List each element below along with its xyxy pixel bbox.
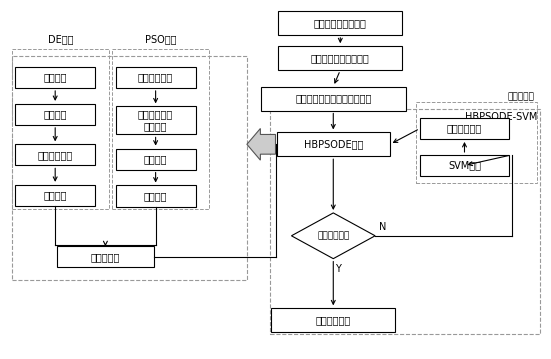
- FancyBboxPatch shape: [116, 186, 196, 206]
- Text: HBPSODE算法: HBPSODE算法: [304, 139, 363, 149]
- Text: DE算法: DE算法: [48, 34, 73, 44]
- FancyBboxPatch shape: [116, 67, 196, 88]
- Text: Y: Y: [334, 264, 341, 274]
- Text: 适应度函数: 适应度函数: [508, 92, 534, 101]
- FancyBboxPatch shape: [15, 104, 95, 125]
- Text: 交叉操作: 交叉操作: [44, 109, 67, 120]
- Text: PSO算法: PSO算法: [145, 34, 176, 44]
- Text: 变异操作: 变异操作: [44, 73, 67, 83]
- Text: N: N: [380, 222, 387, 232]
- Text: 高光谱原始遥感影像: 高光谱原始遥感影像: [314, 18, 367, 28]
- Polygon shape: [247, 129, 276, 160]
- Polygon shape: [291, 213, 375, 258]
- FancyBboxPatch shape: [15, 144, 95, 165]
- Text: 选择操作: 选择操作: [44, 190, 67, 200]
- Text: 满足终止条件: 满足终止条件: [317, 231, 349, 240]
- Text: 高光谱遥感影像预处理: 高光谱遥感影像预处理: [311, 53, 370, 63]
- FancyBboxPatch shape: [261, 87, 406, 111]
- FancyBboxPatch shape: [278, 11, 402, 35]
- FancyBboxPatch shape: [420, 155, 509, 176]
- Text: SVM分类: SVM分类: [448, 160, 481, 171]
- FancyBboxPatch shape: [15, 67, 95, 88]
- Text: 寻找个体极值
全局极值: 寻找个体极值 全局极值: [138, 109, 173, 131]
- FancyBboxPatch shape: [420, 118, 509, 139]
- FancyBboxPatch shape: [15, 185, 95, 206]
- Text: HBPSODE-SVM: HBPSODE-SVM: [465, 112, 537, 122]
- FancyBboxPatch shape: [278, 46, 402, 70]
- Text: 更新速度: 更新速度: [144, 154, 168, 164]
- Text: 最优波段组合: 最优波段组合: [316, 315, 351, 325]
- FancyBboxPatch shape: [116, 106, 196, 135]
- Text: 计算分类精度: 计算分类精度: [447, 123, 482, 134]
- Text: 计算适应度值: 计算适应度值: [138, 73, 173, 83]
- Text: 双种群个体和算法参数初始化: 双种群个体和算法参数初始化: [295, 94, 371, 104]
- Text: 比较最优解: 比较最优解: [91, 252, 120, 262]
- Text: 计算适应度值: 计算适应度值: [37, 150, 73, 160]
- Text: 更新位置: 更新位置: [144, 191, 168, 201]
- FancyBboxPatch shape: [57, 246, 154, 267]
- FancyBboxPatch shape: [277, 132, 390, 156]
- FancyBboxPatch shape: [271, 308, 396, 332]
- FancyBboxPatch shape: [116, 149, 196, 170]
